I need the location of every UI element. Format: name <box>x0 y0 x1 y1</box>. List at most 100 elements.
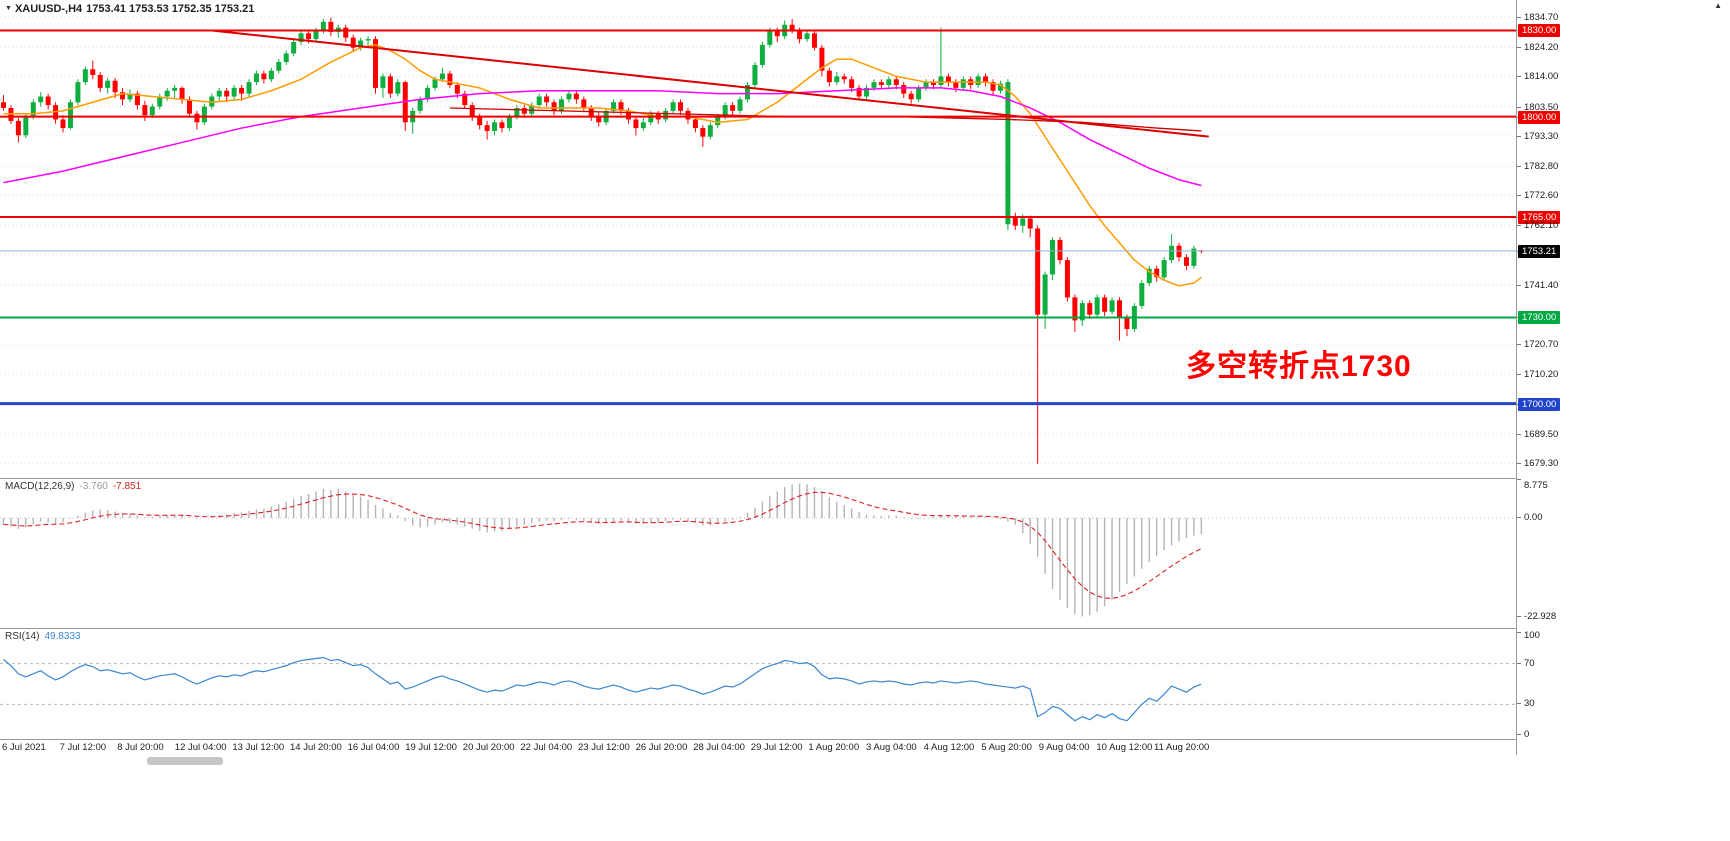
time-axis-label: 20 Jul 20:00 <box>462 742 515 753</box>
time-axis-label: 11 Aug 20:00 <box>1154 742 1210 753</box>
axis-tick <box>1517 662 1521 664</box>
axis-label: 100 <box>1524 630 1540 641</box>
rsi-chart <box>0 656 1516 722</box>
time-axis-label: 3 Aug 04:00 <box>866 742 917 753</box>
axis-tick <box>1517 462 1521 464</box>
axis-tick <box>1517 135 1521 137</box>
time-axis-label: 26 Jul 20:00 <box>635 742 688 753</box>
axis-label: 1824.20 <box>1524 42 1559 54</box>
annotation-text: 多空转折点1730 <box>1186 350 1412 383</box>
time-axis-label: 1 Aug 20:00 <box>808 742 860 753</box>
axis-label: 1689.50 <box>1524 428 1559 440</box>
rsi-value: 49.8333 <box>44 631 81 642</box>
macd-histogram <box>2 483 1203 617</box>
time-axis-label: 22 Jul 04:00 <box>520 742 573 753</box>
axis-label: 1814.00 <box>1524 71 1559 83</box>
macd-chart <box>0 483 1516 617</box>
axis-tick <box>1517 479 1521 481</box>
candlestick-chart[interactable] <box>0 0 1516 478</box>
horizontal-scrollbar-thumb[interactable] <box>147 757 223 765</box>
axis-tick <box>1517 284 1521 286</box>
time-axis-label: 4 Aug 12:00 <box>923 742 975 753</box>
symbol-ohlc: 1753.41 1753.53 1752.35 1753.21 <box>86 3 255 15</box>
axis-tick <box>1517 76 1521 78</box>
macd-name: MACD(12,26,9) <box>5 481 75 492</box>
axis-label: 8.775 <box>1524 480 1548 491</box>
time-axis-label: 7 Jul 12:00 <box>59 742 107 753</box>
axis-tick <box>1517 344 1521 346</box>
symbol-dropdown-icon[interactable]: ▼ <box>5 5 12 12</box>
axis-label: 1720.70 <box>1524 339 1559 351</box>
rsi-label: RSI(14) 49.8333 <box>5 631 81 642</box>
time-axis[interactable]: 6 Jul 2021 7 Jul 12:00 8 Jul 20:00 12 Jul 0… <box>0 739 1730 755</box>
axis-label: 1834.70 <box>1524 12 1559 23</box>
macd-signal-line <box>3 491 1202 599</box>
axis-label: 1782.80 <box>1524 160 1559 172</box>
macd-label: MACD(12,26,9) -3.760 -7.851 <box>5 481 141 492</box>
axis-label: 1793.30 <box>1524 130 1559 142</box>
time-axis-label: 8 Jul 20:00 <box>117 742 164 753</box>
axis-label: 1679.30 <box>1524 457 1559 469</box>
ma-slow-line <box>3 87 1202 187</box>
symbol-name: XAUUSD-,H4 <box>14 3 83 15</box>
axis-tick <box>1517 734 1521 735</box>
price-axis[interactable]: ▲ 1834.70 1830.00 1824.20 1814.00 1803.50 180… <box>1516 0 1730 755</box>
axis-label: 0.00 <box>1524 512 1543 523</box>
time-axis-label: 16 Jul 04:00 <box>347 742 400 753</box>
axis-tick <box>1517 703 1521 705</box>
price-level-badge: 1830.00 <box>1518 24 1561 38</box>
time-axis-label: 29 Jul 12:00 <box>750 742 803 753</box>
axis-tick <box>1517 517 1521 518</box>
price-chart-panel[interactable]: ▼ XAUUSD-,H4 1753.41 1753.53 1752.35 1753.… <box>0 0 1516 478</box>
axis-label: 1772.60 <box>1524 190 1559 202</box>
price-gridlines <box>0 16 1516 464</box>
price-level-badge: 1800.00 <box>1518 110 1561 124</box>
price-level-badge: 1700.00 <box>1518 397 1561 411</box>
time-axis-label: 5 Aug 20:00 <box>981 742 1032 753</box>
axis-label: 0 <box>1524 729 1530 740</box>
axis-tick <box>1517 374 1521 376</box>
axis-tick <box>1517 17 1521 18</box>
time-axis-label: 12 Jul 04:00 <box>174 742 227 753</box>
axis-label: 1741.40 <box>1524 279 1559 291</box>
price-level-badge: 1753.21 <box>1518 244 1561 258</box>
macd-signal-value: -7.851 <box>112 481 142 492</box>
axis-label: -22.928 <box>1524 610 1557 622</box>
time-axis-label: 10 Aug 12:00 <box>1096 742 1153 753</box>
rsi-name: RSI(14) <box>5 631 40 642</box>
axis-tick <box>1517 165 1521 167</box>
scroll-up-icon[interactable]: ▲ <box>1714 1 1722 10</box>
axis-tick <box>1517 106 1521 108</box>
time-axis-label: 19 Jul 12:00 <box>405 742 457 753</box>
ma-long-line <box>449 107 1202 132</box>
time-axis-label: 6 Jul 2021 <box>2 742 46 753</box>
time-axis-label: 14 Jul 20:00 <box>290 742 342 753</box>
price-level-badge: 1730.00 <box>1518 311 1561 325</box>
axis-label: 1803.50 <box>1524 101 1559 113</box>
axis-tick <box>1517 195 1521 197</box>
price-level-badge: 1765.00 <box>1518 211 1561 225</box>
time-axis-label: 13 Jul 12:00 <box>232 742 285 753</box>
axis-tick <box>1517 615 1521 617</box>
axis-label: 1710.20 <box>1524 369 1559 381</box>
candlesticks <box>1 17 1204 464</box>
rsi-line <box>3 656 1202 722</box>
axis-tick <box>1517 47 1521 49</box>
macd-main-value: -3.760 <box>79 481 108 492</box>
time-axis-label: 28 Jul 04:00 <box>693 742 745 753</box>
axis-tick <box>1517 225 1521 227</box>
symbol-info: ▼ XAUUSD-,H4 1753.41 1753.53 1752.35 1753.… <box>5 3 254 15</box>
time-axis-label: 9 Aug 04:00 <box>1038 742 1090 753</box>
axis-label: 30 <box>1524 698 1535 710</box>
axis-tick <box>1517 433 1521 435</box>
axis-label: 1762.10 <box>1524 220 1559 232</box>
macd-panel[interactable]: MACD(12,26,9) -3.760 -7.851 <box>0 478 1516 628</box>
ma-fast-line <box>3 44 1202 287</box>
axis-tick <box>1517 632 1521 633</box>
rsi-panel[interactable]: RSI(14) 49.8333 <box>0 628 1516 739</box>
trendline-line[interactable] <box>211 29 1209 138</box>
axis-label: 70 <box>1524 657 1535 669</box>
bottom-scroll-area <box>0 755 1730 841</box>
time-axis-label: 23 Jul 12:00 <box>578 742 630 753</box>
